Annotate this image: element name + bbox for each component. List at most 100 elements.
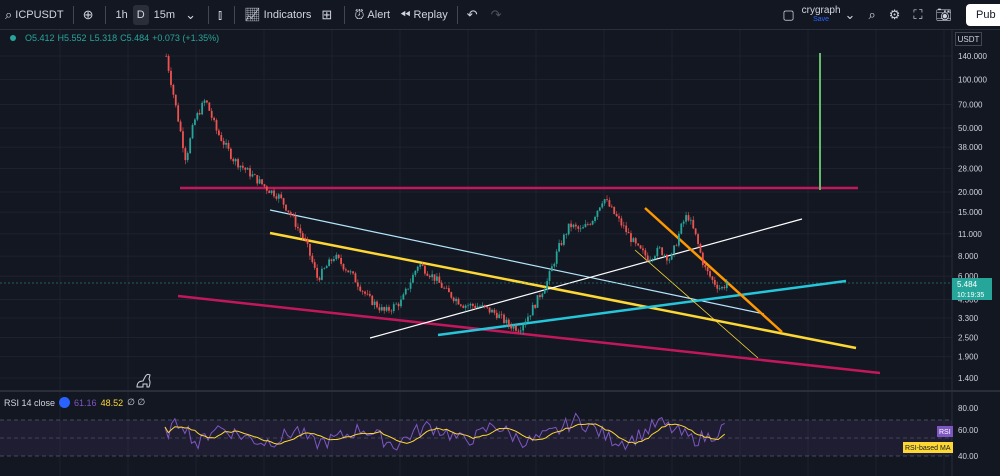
candle-body[interactable] [464,305,467,308]
candle-body[interactable] [165,56,168,57]
candle-body[interactable] [560,243,563,245]
candle-body[interactable] [373,301,376,306]
candle-body[interactable] [383,307,386,311]
candle-body[interactable] [424,265,426,274]
candle-body[interactable] [699,243,702,253]
candle-body[interactable] [289,212,292,216]
thin-yellow-line[interactable] [634,249,759,359]
candle-body[interactable] [323,268,326,269]
candle-body[interactable] [191,124,194,139]
candle-body[interactable] [368,293,371,296]
candle-body[interactable] [689,219,692,221]
candle-body[interactable] [574,224,577,227]
candle-body[interactable] [189,138,192,154]
candle-body[interactable] [316,267,319,278]
candle-body[interactable] [179,121,182,132]
candle-body[interactable] [452,297,455,302]
layout-switch[interactable]: ▢ crygraph Save ⌄ [777,0,863,30]
candle-body[interactable] [342,263,345,270]
candle-body[interactable] [321,268,323,280]
candle-body[interactable] [596,210,599,217]
candle-body[interactable] [642,248,644,251]
candle-body[interactable] [385,307,388,311]
candle-body[interactable] [531,304,534,316]
candle-body[interactable] [409,282,412,289]
candle-body[interactable] [553,263,556,267]
candle-body[interactable] [356,282,359,287]
candle-body[interactable] [287,210,290,213]
candle-body[interactable] [673,245,675,254]
candle-body[interactable] [479,306,481,308]
candle-body[interactable] [299,228,302,234]
candle-body[interactable] [639,245,642,249]
candle-body[interactable] [721,287,723,289]
candle-body[interactable] [644,250,647,256]
candle-body[interactable] [620,218,623,226]
candle-body[interactable] [309,243,311,256]
candle-body[interactable] [397,303,400,307]
candle-body[interactable] [347,270,350,273]
candle-body[interactable] [634,238,637,244]
interval-dropdown[interactable]: ⌄ [180,0,204,30]
interval-15m[interactable]: 15m [153,8,176,21]
candle-body[interactable] [390,310,393,312]
candle-body[interactable] [407,288,410,290]
candle-body[interactable] [301,233,304,238]
candle-body[interactable] [426,273,429,276]
candle-body[interactable] [675,245,678,247]
candle-body[interactable] [632,238,635,242]
candle-body[interactable] [292,215,295,216]
candle-body[interactable] [555,251,558,264]
candle-body[interactable] [431,274,434,278]
candle-body[interactable] [661,247,664,256]
candle-body[interactable] [718,288,721,290]
candle-body[interactable] [670,253,673,260]
candle-body[interactable] [297,226,299,229]
candle-body[interactable] [354,273,357,283]
candle-body[interactable] [220,135,223,141]
candle-body[interactable] [174,94,177,106]
candle-body[interactable] [428,275,431,278]
candle-body[interactable] [395,303,398,305]
candle-body[interactable] [567,223,570,235]
candle-body[interactable] [723,287,726,289]
candle-body[interactable] [325,266,328,269]
candle-body[interactable] [474,305,477,308]
candle-body[interactable] [170,70,172,85]
candle-body[interactable] [505,319,508,324]
candle-body[interactable] [361,290,364,292]
candle-body[interactable] [584,223,587,228]
candle-body[interactable] [512,325,515,329]
candle-body[interactable] [608,200,611,207]
symbol-search[interactable]: ⌕ ICPUSDT [0,0,69,30]
candle-body[interactable] [510,325,513,329]
candle-body[interactable] [268,190,271,194]
candle-body[interactable] [210,110,213,118]
candle-body[interactable] [440,282,443,288]
candle-body[interactable] [483,305,486,307]
candle-body[interactable] [613,206,616,214]
candle-body[interactable] [704,265,707,268]
light-blue-downtrend-line[interactable] [269,209,765,315]
replay-button[interactable]: ⏪︎ Replay [395,0,453,30]
candle-body[interactable] [285,204,287,211]
candle-body[interactable] [443,287,446,289]
candle-body[interactable] [167,56,170,71]
candle-body[interactable] [436,276,438,281]
candle-body[interactable] [524,321,527,325]
quick-search-button[interactable]: ⌕ [863,0,883,30]
candle-body[interactable] [589,224,592,225]
candle-body[interactable] [282,198,285,205]
candle-body[interactable] [455,298,457,302]
candle-body[interactable] [658,247,661,249]
candle-body[interactable] [306,239,309,244]
candle-body[interactable] [680,223,683,234]
candle-body[interactable] [666,254,668,261]
candle-body[interactable] [241,165,244,168]
candle-body[interactable] [507,319,510,326]
interval-1h[interactable]: 1h [115,8,128,21]
indicators-button[interactable]: 📈︎ Indicators [239,0,316,30]
candle-body[interactable] [548,271,551,282]
candle-body[interactable] [263,184,266,187]
candle-body[interactable] [261,179,263,185]
